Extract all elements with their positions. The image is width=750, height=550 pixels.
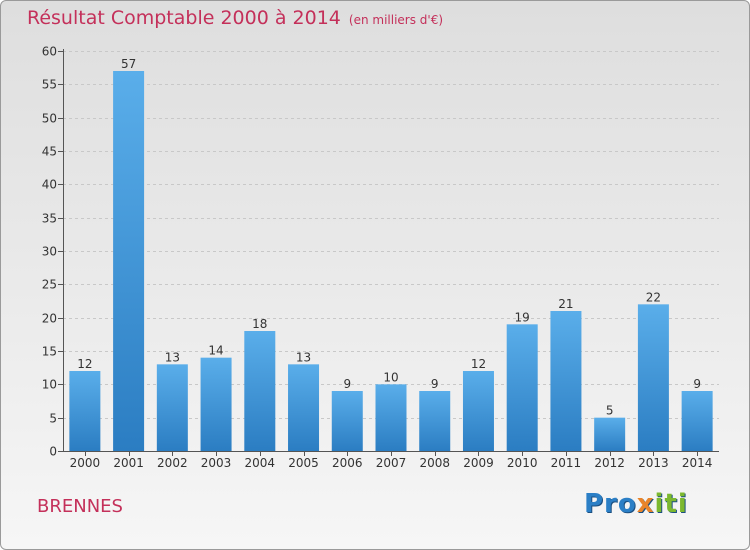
bar-2014 <box>681 391 713 451</box>
x-tick-label-2013: 2013 <box>638 456 669 470</box>
x-tick-label-2011: 2011 <box>551 456 582 470</box>
x-tick-label-2001: 2001 <box>113 456 144 470</box>
bar-2012 <box>594 417 626 451</box>
y-tick-label-5: 5 <box>49 412 57 426</box>
value-label-2008: 9 <box>431 377 439 391</box>
logo-part-3: iti <box>654 489 688 519</box>
chart-title: Résultat Comptable 2000 à 2014 (en millie… <box>27 7 443 29</box>
y-tick-label-55: 55 <box>42 78 57 92</box>
bar-2000 <box>69 371 101 451</box>
y-tick-label-35: 35 <box>42 212 57 226</box>
value-label-2002: 13 <box>165 350 180 364</box>
value-label-2012: 5 <box>606 404 614 418</box>
bar-2007 <box>375 384 407 451</box>
bar-2013 <box>637 304 669 451</box>
x-tick-label-2003: 2003 <box>201 456 232 470</box>
value-label-2005: 13 <box>296 350 311 364</box>
y-tick-label-45: 45 <box>42 145 57 159</box>
x-tick-label-2004: 2004 <box>245 456 276 470</box>
x-tick-label-2000: 2000 <box>70 456 101 470</box>
bar-2008 <box>419 391 451 451</box>
value-label-2011: 21 <box>558 297 573 311</box>
bar-2005 <box>288 364 320 451</box>
value-label-2003: 14 <box>208 344 223 358</box>
town-name: BRENNES <box>37 496 123 517</box>
value-label-2013: 22 <box>646 290 661 304</box>
logo-part-2: x <box>636 489 655 519</box>
bar-2010 <box>506 324 538 451</box>
x-tick-label-2008: 2008 <box>419 456 450 470</box>
value-label-2001: 57 <box>121 57 136 71</box>
x-tick-label-2012: 2012 <box>594 456 625 470</box>
value-label-2004: 18 <box>252 317 267 331</box>
x-tick-label-2010: 2010 <box>507 456 538 470</box>
bar-2006 <box>331 391 363 451</box>
value-label-2006: 9 <box>343 377 351 391</box>
logo-part-1: Pro <box>584 489 637 519</box>
bar-2001 <box>113 71 145 451</box>
x-tick-label-2009: 2009 <box>463 456 494 470</box>
x-tick-label-2006: 2006 <box>332 456 363 470</box>
y-tick-label-40: 40 <box>42 178 57 192</box>
bar-2011 <box>550 311 582 451</box>
value-label-2014: 9 <box>693 377 701 391</box>
bar-layer: 12 57 13 14 18 13 9 10 9 12 19 21 5 22 9 <box>69 57 713 451</box>
y-tick-label-10: 10 <box>42 378 57 392</box>
x-tick-label-2007: 2007 <box>376 456 407 470</box>
y-tick-label-30: 30 <box>42 245 57 259</box>
value-label-2007: 10 <box>383 370 398 384</box>
y-tick-label-25: 25 <box>42 278 57 292</box>
bar-2009 <box>462 371 494 451</box>
chart-unit: (en milliers d'€) <box>348 13 444 27</box>
bar-2002 <box>156 364 188 451</box>
axis-layer: 0 5 10 15 20 25 30 35 40 45 50 55 60 2000 2001 2002 2003… <box>42 45 719 470</box>
y-tick-label-15: 15 <box>42 345 57 359</box>
bar-2003 <box>200 357 232 451</box>
proxiti-logo: Proxiti <box>584 489 688 519</box>
value-label-2009: 12 <box>471 357 486 371</box>
value-label-2000: 12 <box>77 357 92 371</box>
y-tick-label-60: 60 <box>42 45 57 59</box>
y-tick-label-0: 0 <box>49 445 57 459</box>
x-tick-label-2005: 2005 <box>288 456 319 470</box>
x-tick-label-2014: 2014 <box>682 456 713 470</box>
x-tick-label-2002: 2002 <box>157 456 188 470</box>
chart-title-text: Résultat Comptable 2000 à 2014 <box>27 7 341 29</box>
y-tick-label-20: 20 <box>42 312 57 326</box>
bar-2004 <box>244 331 276 451</box>
value-label-2010: 19 <box>515 310 530 324</box>
y-tick-label-50: 50 <box>42 112 57 126</box>
